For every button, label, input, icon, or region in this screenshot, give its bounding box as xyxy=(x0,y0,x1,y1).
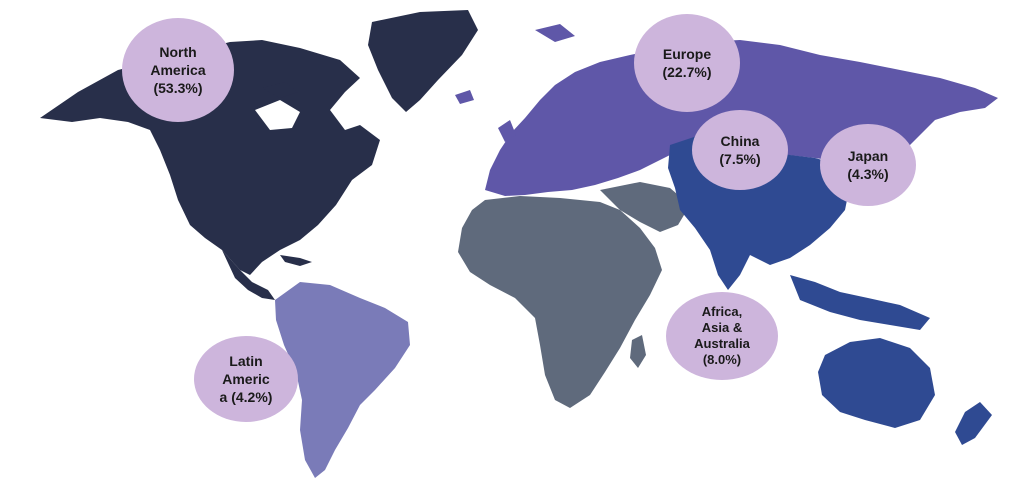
bubble-latin-america: Latin Americ a (4.2%) xyxy=(194,336,298,422)
latin-america-landmass xyxy=(275,282,410,478)
bubble-europe: Europe (22.7%) xyxy=(634,14,740,112)
bubble-africa-asia-australia-label: Africa, Asia & Australia (8.0%) xyxy=(694,304,750,367)
bubble-north-america-label: North America (53.3%) xyxy=(150,44,206,96)
bubble-china: China (7.5%) xyxy=(692,110,788,190)
bubble-japan: Japan (4.3%) xyxy=(820,124,916,206)
bubble-japan-label: Japan (4.3%) xyxy=(847,148,889,182)
africa-middle-east-landmass xyxy=(458,182,690,408)
bubble-europe-label: Europe (22.7%) xyxy=(662,46,712,80)
bubble-africa-asia-australia: Africa, Asia & Australia (8.0%) xyxy=(666,292,778,380)
bubble-latin-america-label: Latin Americ a (4.2%) xyxy=(219,353,273,405)
bubble-north-america: North America (53.3%) xyxy=(122,18,234,122)
bubble-china-label: China (7.5%) xyxy=(719,133,761,167)
north-america-landmass xyxy=(40,10,478,300)
